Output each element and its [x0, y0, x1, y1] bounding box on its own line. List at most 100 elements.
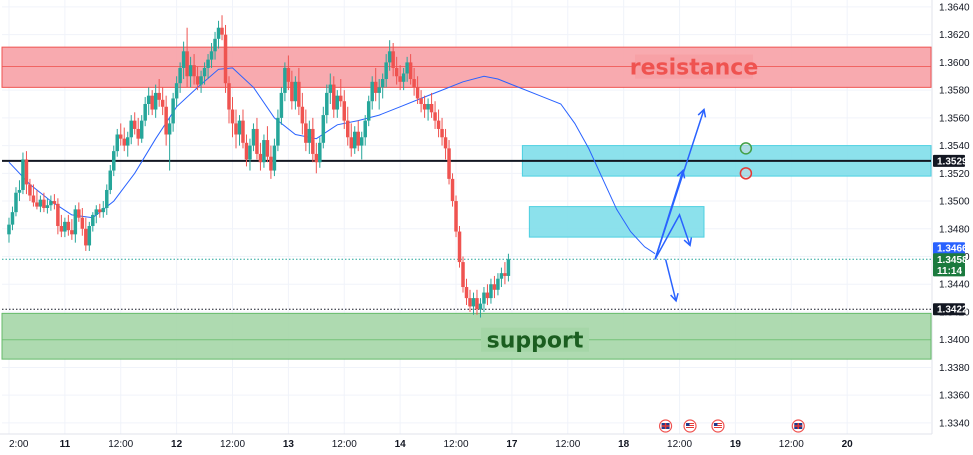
candle-body	[471, 298, 476, 307]
candle	[237, 115, 242, 146]
candle-body	[377, 87, 381, 93]
us-flag-stripe	[713, 427, 722, 428]
candle-body	[387, 51, 392, 63]
candle	[349, 123, 353, 157]
candle-body	[412, 79, 416, 88]
candle-body	[153, 92, 158, 110]
candle	[468, 289, 472, 312]
candle-body	[276, 117, 280, 146]
candle-body	[429, 103, 434, 113]
candle	[356, 120, 360, 152]
candle	[496, 273, 500, 296]
candle-body	[80, 217, 85, 229]
candle	[139, 115, 144, 143]
candle	[167, 117, 172, 171]
candle	[454, 195, 458, 238]
time-tick-label: 13	[283, 439, 295, 450]
candle	[398, 65, 402, 91]
candle-body	[290, 81, 294, 102]
candle-body	[503, 273, 507, 276]
candle-body	[220, 27, 224, 35]
candle	[66, 214, 71, 236]
target-zone-lower-zone	[528, 206, 705, 238]
candle	[464, 278, 469, 306]
candle-body	[160, 99, 165, 107]
price-tick-label: 1.3520	[939, 169, 970, 180]
event-flags[interactable]	[658, 419, 805, 433]
candle-body	[223, 34, 228, 84]
price-tag-bg	[933, 242, 965, 255]
candle-body	[199, 76, 203, 85]
candle	[419, 90, 423, 113]
candle	[339, 79, 343, 107]
candle	[461, 256, 465, 293]
support-zone	[1, 312, 932, 360]
candle	[366, 95, 371, 127]
candle	[80, 207, 85, 236]
horizontal-lines	[2, 159, 931, 310]
candle	[426, 98, 430, 121]
candle-body	[241, 120, 245, 143]
uk-event-flag-2[interactable]	[791, 419, 805, 433]
arrow-shaft	[664, 259, 677, 302]
candle	[234, 109, 238, 149]
candle	[87, 221, 92, 251]
candle	[359, 131, 364, 160]
candle	[335, 90, 340, 118]
candle	[112, 145, 116, 177]
candle-body	[346, 120, 350, 138]
candle-body	[380, 79, 385, 88]
candle	[492, 275, 497, 299]
candle-body	[122, 138, 126, 146]
price-tick-label: 1.3400	[939, 335, 970, 346]
candle-body	[42, 199, 46, 208]
price-tick-label: 1.3440	[939, 280, 970, 291]
candle	[153, 84, 158, 118]
price-tag-1-3529: 1.3529	[933, 154, 968, 167]
candle-body	[28, 184, 32, 196]
candle	[373, 67, 378, 102]
candle-body	[171, 98, 175, 124]
time-tick-label: 20	[842, 439, 854, 450]
candle	[405, 56, 409, 82]
candle-body	[482, 292, 486, 304]
candle	[164, 95, 168, 146]
candle-body	[422, 103, 427, 110]
zones: resistance support	[1, 46, 932, 360]
signal-markers	[739, 142, 753, 180]
candle	[171, 92, 175, 132]
candle	[248, 138, 252, 171]
price-tag-text: 1.3529	[937, 156, 968, 167]
price-tag-countdown: 11:14	[933, 264, 965, 277]
candle-body	[98, 209, 102, 213]
candle-body	[234, 123, 238, 135]
candle-body	[195, 76, 200, 85]
price-tick-label: 1.3480	[939, 224, 970, 235]
arrow-down-low	[664, 259, 679, 303]
candle-body	[21, 159, 25, 190]
us-event-flag-1[interactable]	[683, 419, 697, 433]
candle	[283, 62, 287, 102]
us-event-flag-2[interactable]	[711, 419, 725, 433]
time-axis[interactable]: 2:00 11 12:00 12 12:00 13 12:00 14 12:00 17 12:00 1…	[0, 433, 932, 450]
candle	[24, 151, 29, 195]
candle	[363, 115, 367, 146]
candle	[471, 292, 476, 315]
candle	[17, 180, 22, 202]
candle-body	[300, 106, 305, 124]
candle-body	[478, 303, 483, 310]
us-flag-icon	[686, 423, 690, 426]
candle-body	[112, 151, 116, 171]
candle	[35, 189, 39, 210]
candle-body	[143, 103, 147, 121]
candle	[307, 120, 312, 154]
price-tick-label: 1.3540	[939, 141, 970, 152]
arrow-shaft	[654, 170, 684, 260]
candle	[408, 54, 413, 85]
candle-body	[328, 84, 333, 93]
candle-body	[52, 201, 57, 204]
candle	[328, 73, 333, 104]
uk-event-flag[interactable]	[658, 419, 673, 433]
candle	[14, 187, 18, 217]
